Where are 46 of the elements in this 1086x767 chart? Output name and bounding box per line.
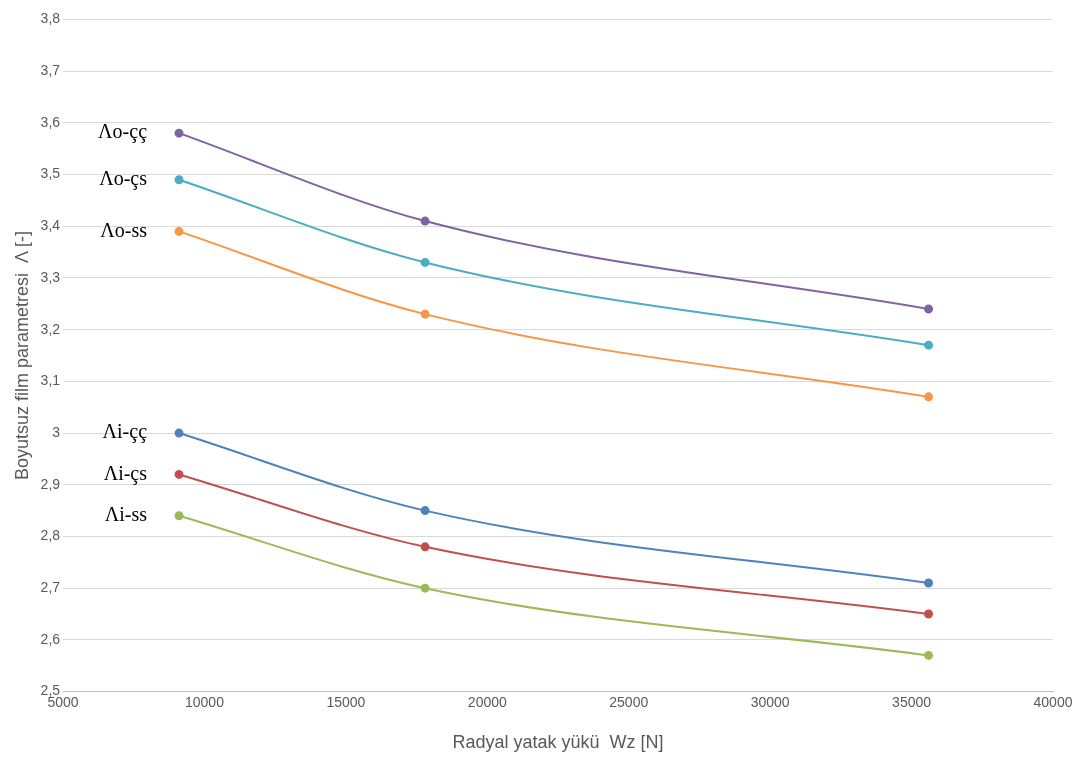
series-label: Λo-ss <box>100 218 148 241</box>
series-label: Λo-çs <box>99 166 148 190</box>
point <box>924 609 934 619</box>
x-axis-title: Radyal yatak yükü Wz [N] <box>452 732 664 753</box>
y-tick-label: 2,9 <box>40 475 61 492</box>
y-tick-label: 3,1 <box>40 372 61 389</box>
y-tick-label: 3,8 <box>40 10 61 27</box>
point <box>420 309 430 319</box>
point <box>924 304 934 314</box>
x-tick-label: 30000 <box>750 693 790 710</box>
y-tick-label: 2,6 <box>40 630 61 647</box>
x-tick-label: 40000 <box>1033 693 1073 710</box>
point <box>174 226 184 236</box>
point <box>420 216 430 226</box>
y-tick-label: 3,6 <box>40 113 61 130</box>
y-tick-label: 3,3 <box>40 268 61 285</box>
x-tick-label: 10000 <box>185 693 225 710</box>
point <box>420 583 430 593</box>
point <box>174 175 184 185</box>
y-tick-label: 3,5 <box>40 165 61 182</box>
series-label: Λi-çs <box>103 461 148 485</box>
point <box>174 428 184 438</box>
y-tick-label: 2,7 <box>40 579 61 596</box>
point <box>924 392 934 402</box>
x-tick-label: 20000 <box>467 693 507 710</box>
series-label: Λi-ss <box>104 503 148 526</box>
y-tick-label: 3,7 <box>40 61 61 78</box>
y-tick-label: 3,4 <box>40 217 61 234</box>
y-tick-label: 2,8 <box>40 527 61 544</box>
point <box>174 511 184 521</box>
point <box>924 340 934 350</box>
point <box>174 469 184 479</box>
point <box>420 542 430 552</box>
series-label: Λo-çç <box>98 120 148 144</box>
series-label: Λi-çç <box>102 420 148 444</box>
y-tick-label: 3,2 <box>40 320 61 337</box>
x-tick-label: 25000 <box>609 693 649 710</box>
point <box>420 257 430 267</box>
point <box>924 578 934 588</box>
point <box>174 128 184 138</box>
x-tick-label: 35000 <box>892 693 932 710</box>
point <box>420 506 430 516</box>
y-tick-label: 3 <box>52 423 61 440</box>
y-axis-title: Boyutsuz film parametresi Λ [-] <box>11 230 32 481</box>
point <box>924 650 934 660</box>
x-tick-label: 15000 <box>326 693 366 710</box>
